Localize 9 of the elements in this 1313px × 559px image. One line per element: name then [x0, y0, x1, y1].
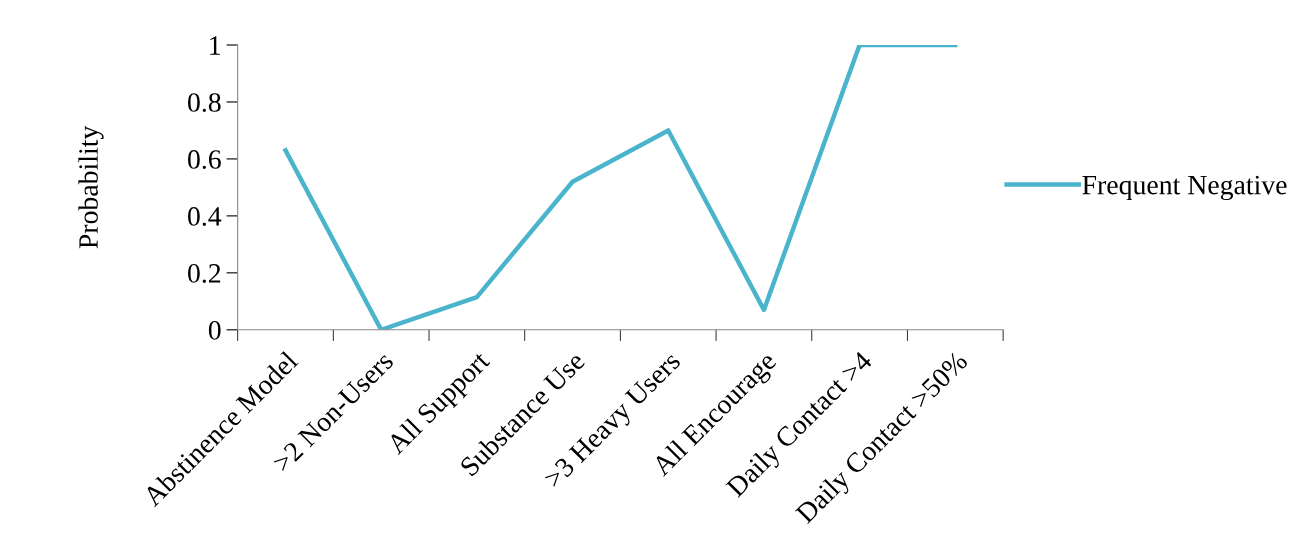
y-axis-title: Probability — [78, 125, 104, 249]
line-series — [283, 45, 958, 330]
y-tick-label: 1 — [210, 36, 221, 55]
y-tick-label: 0 — [208, 320, 221, 340]
y-tick-label: 0.4 — [188, 207, 222, 226]
y-tick-label: 0.6 — [188, 150, 221, 169]
y-tick-label: 0.8 — [188, 93, 221, 112]
legend-label: Frequent Negative — [1082, 175, 1287, 201]
y-tick-label: 0.2 — [188, 264, 221, 283]
